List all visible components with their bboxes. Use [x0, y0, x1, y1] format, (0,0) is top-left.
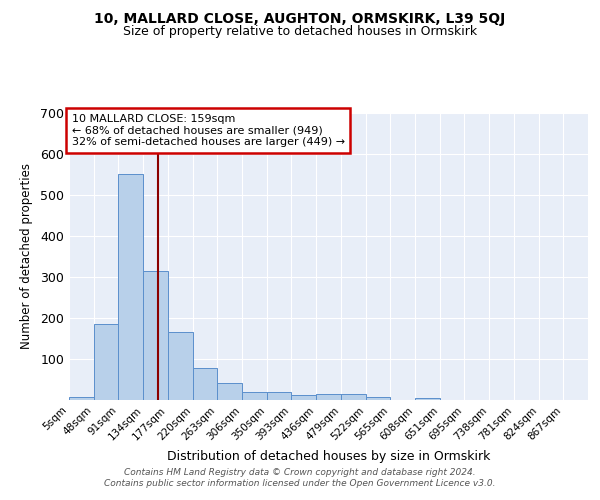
Text: 10, MALLARD CLOSE, AUGHTON, ORMSKIRK, L39 5QJ: 10, MALLARD CLOSE, AUGHTON, ORMSKIRK, L3… [94, 12, 506, 26]
Bar [415, 398, 440, 400]
X-axis label: Distribution of detached houses by size in Ormskirk: Distribution of detached houses by size … [167, 450, 490, 463]
Bar [94, 324, 118, 400]
Bar [69, 396, 94, 400]
Text: Contains HM Land Registry data © Crown copyright and database right 2024.
Contai: Contains HM Land Registry data © Crown c… [104, 468, 496, 487]
Text: Size of property relative to detached houses in Ormskirk: Size of property relative to detached ho… [123, 25, 477, 38]
Bar [365, 396, 390, 400]
Bar [242, 392, 267, 400]
Bar [316, 394, 341, 400]
Bar [193, 368, 217, 400]
Bar [168, 332, 193, 400]
Y-axis label: Number of detached properties: Number of detached properties [20, 163, 33, 350]
Bar [341, 394, 365, 400]
Bar [267, 392, 292, 400]
Bar [118, 174, 143, 400]
Text: 10 MALLARD CLOSE: 159sqm
← 68% of detached houses are smaller (949)
32% of semi-: 10 MALLARD CLOSE: 159sqm ← 68% of detach… [71, 114, 345, 147]
Bar [217, 383, 242, 400]
Bar [292, 395, 316, 400]
Bar [143, 270, 168, 400]
